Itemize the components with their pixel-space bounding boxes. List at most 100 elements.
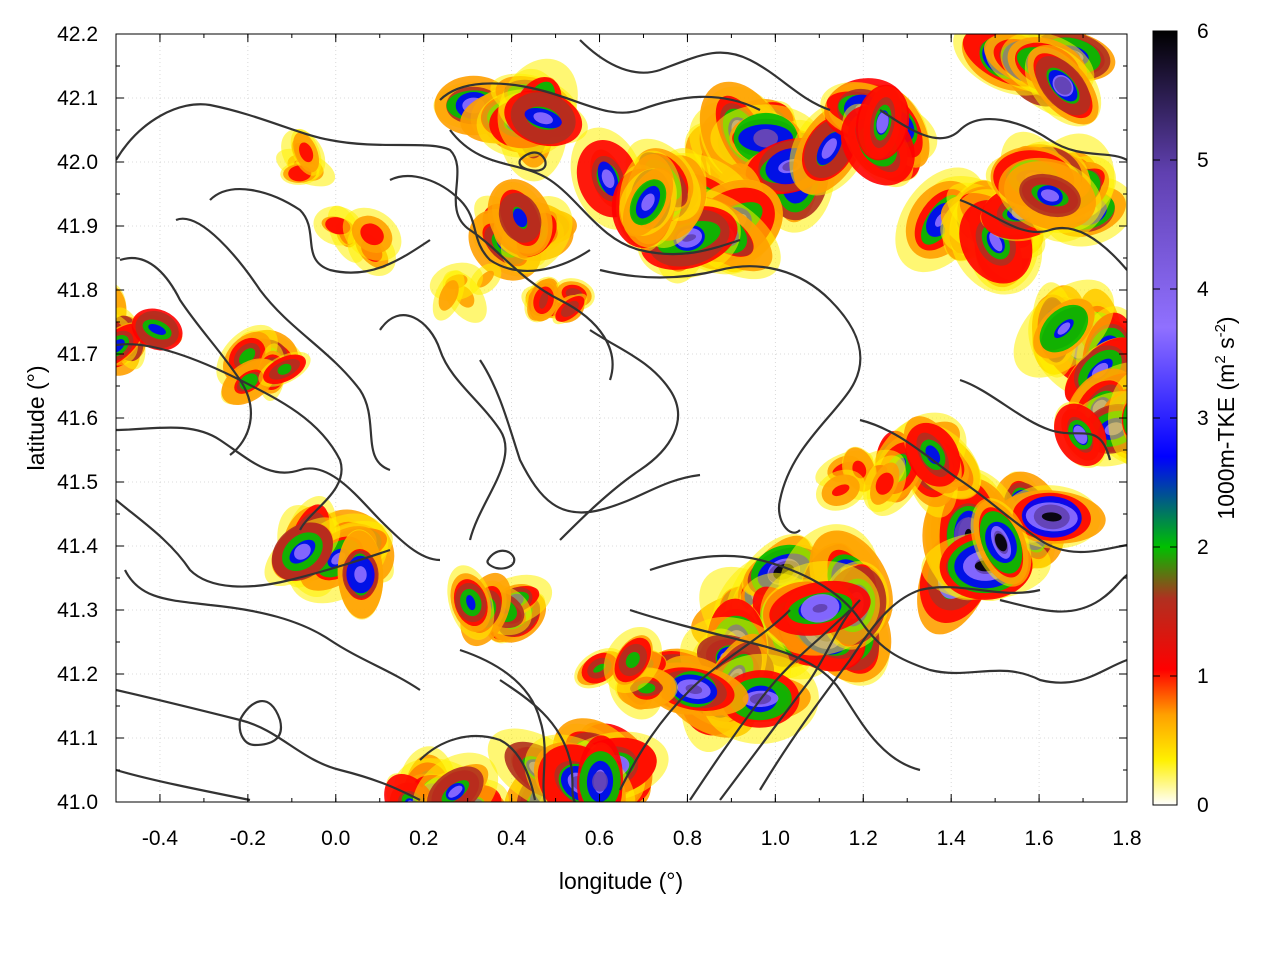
tke-cell [1135, 413, 1142, 426]
y-tick-label: 42.0 [57, 151, 98, 174]
tke-hotspot [815, 446, 907, 513]
y-tick-label: 41.1 [57, 727, 98, 750]
tke-cell [989, 232, 1003, 252]
contour-line [518, 151, 547, 172]
tke-cell [1128, 405, 1149, 434]
tke-cell [148, 324, 166, 335]
x-axis-title: longitude (°) [559, 868, 683, 894]
tke-cell [1040, 189, 1060, 202]
tke-cell [592, 771, 608, 792]
tke-cell [1123, 395, 1127, 443]
y-tick-label: 41.3 [57, 599, 98, 622]
tke-cell [625, 652, 640, 668]
colorbar-tick-label: 3 [1197, 407, 1209, 430]
tke-cell [100, 329, 118, 346]
axis-ticks [115, 33, 1128, 803]
tke-hotspot [93, 282, 183, 376]
contour-line [449, 129, 741, 256]
contour-line [619, 609, 791, 791]
tke-cell [1041, 512, 1062, 522]
tke-hotspot [216, 324, 311, 405]
x-tick-label: 0.0 [321, 827, 350, 850]
y-tick-label: 42.1 [57, 87, 98, 110]
colorbar-tick-label: 5 [1197, 149, 1209, 172]
y-tick-label: 41.0 [57, 791, 98, 814]
x-tick-label: 0.8 [673, 827, 702, 850]
tke-cell [1057, 322, 1071, 335]
tke-cell [513, 208, 528, 228]
colorbar-title-end: ) [1213, 316, 1239, 324]
tke-cell [876, 111, 889, 134]
contour-line [459, 648, 547, 802]
tke-cell [294, 543, 311, 560]
contour-line [116, 768, 251, 802]
tke-hotspot [487, 718, 669, 802]
colorbar-title-base: 1000m-TKE (m [1213, 364, 1239, 520]
colorbar-tick-label: 6 [1197, 20, 1209, 43]
tke-hotspot [264, 496, 395, 620]
tke-hotspot [1054, 361, 1149, 469]
colorbar-tick-label: 1 [1197, 665, 1209, 688]
tke-hotspot [447, 565, 553, 647]
contour-line [389, 175, 591, 272]
tke-cell [93, 304, 113, 331]
contour-line [486, 549, 516, 570]
tke-cell [831, 484, 850, 497]
contour-line [689, 609, 851, 801]
contour-line [629, 608, 921, 772]
y-tick-labels: 41.0 41.1 41.2 41.3 41.4 41.5 41.6 41.7 41.8 41.9… [57, 23, 98, 814]
contour-line [116, 426, 441, 562]
x-tick-labels: -0.4 -0.2 0.0 0.2 0.4 0.6 0.8 1.0 1.2 1.4 1.6 1.8 [142, 827, 1142, 850]
colorbar-title: 1000m-TKE (m2 s-2) [1212, 316, 1239, 519]
contour-line [116, 343, 343, 531]
tke-cell [601, 169, 615, 189]
x-tick-label: 0.4 [497, 827, 527, 850]
x-tick-label: 1.0 [761, 827, 790, 850]
y-tick-label: 41.2 [57, 663, 98, 686]
tke-hotspot [953, 34, 1116, 127]
tke-cell [539, 291, 549, 309]
contour-line [649, 554, 1127, 684]
tke-cell [1073, 425, 1088, 444]
y-tick-label: 41.8 [57, 279, 98, 302]
contour-line [124, 569, 421, 691]
tke-cell [753, 129, 779, 148]
contour-line [419, 735, 537, 801]
colorbar-title-mid: s [1213, 337, 1239, 355]
contour-line [116, 103, 614, 381]
tke-hotspot [313, 205, 402, 276]
tke-cell [299, 142, 314, 163]
contour-line [959, 378, 1112, 461]
contour-line [209, 188, 431, 274]
contour-line [859, 418, 1127, 553]
tke-cell [994, 533, 1008, 552]
contour-line [599, 265, 862, 534]
tke-cell [1124, 398, 1127, 441]
tke-cell [821, 138, 837, 159]
tke-cell [812, 603, 828, 613]
x-tick-label: 1.6 [1024, 827, 1053, 850]
tke-hotspot [276, 128, 336, 187]
tke-cell [1054, 76, 1072, 95]
tke-hotspot [639, 598, 819, 753]
tke-cell [641, 193, 655, 211]
contour-line [719, 599, 861, 801]
y-tick-label: 41.6 [57, 407, 98, 430]
colorbar-title-sup2: -2 [1212, 324, 1229, 337]
contour-line [999, 574, 1127, 613]
y-tick-label: 42.2 [57, 23, 98, 46]
contour-line [116, 688, 421, 801]
contour-line [238, 699, 283, 747]
tke-cell [360, 223, 384, 246]
y-tick-label: 41.4 [57, 535, 98, 558]
y-tick-label: 41.9 [57, 215, 98, 238]
tke-cell [560, 300, 579, 317]
x-tick-label: -0.4 [142, 827, 179, 850]
tke-cell [533, 112, 553, 125]
contour-line [759, 586, 1041, 791]
tke-hotspot [570, 127, 707, 253]
x-tick-label: 0.6 [585, 827, 614, 850]
contour-line [116, 499, 391, 588]
y-axis-title: latitude (°) [23, 365, 49, 470]
